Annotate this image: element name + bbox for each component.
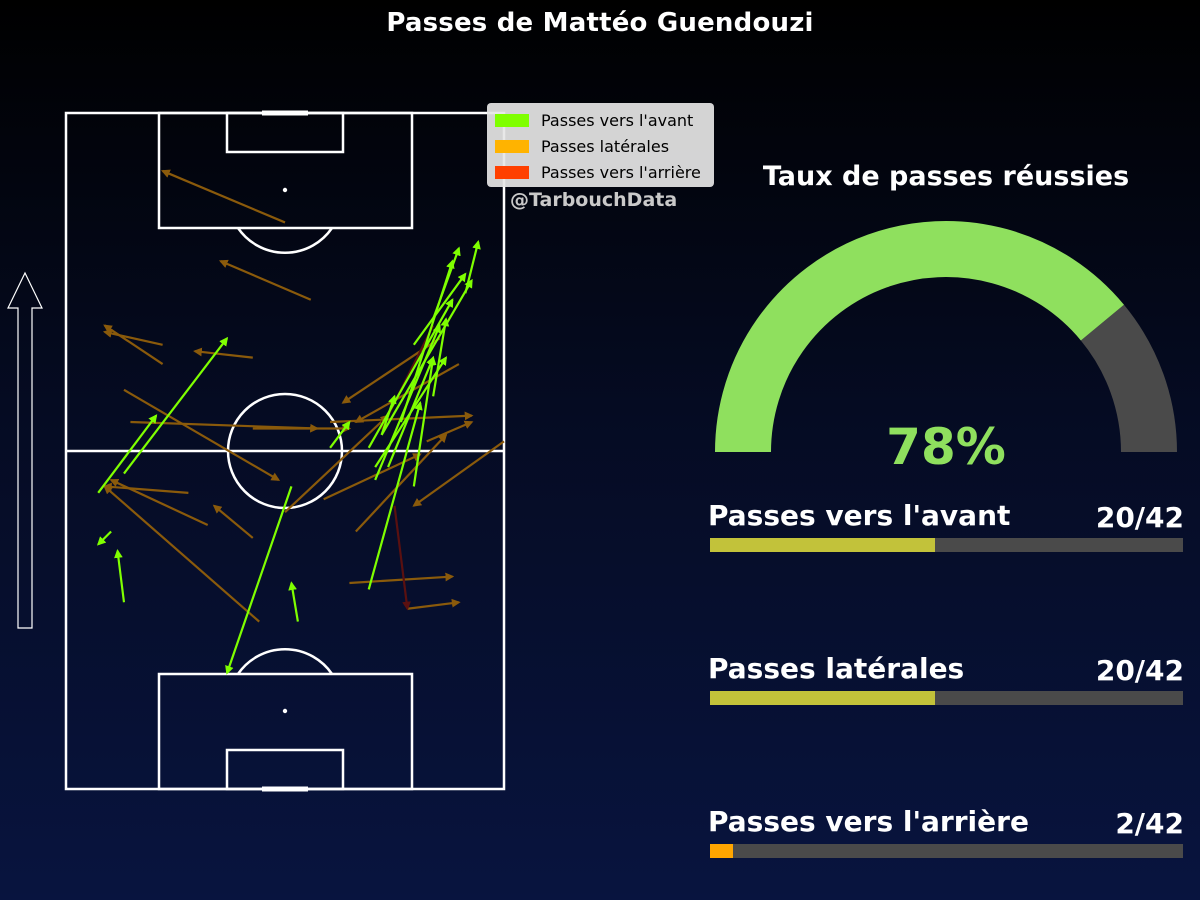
backward-pass-2 [393, 505, 411, 611]
forward-pass-10 [380, 278, 473, 436]
stat-backward-value: 2/42 [1115, 807, 1184, 840]
top-penalty-area [157, 111, 414, 230]
lateral-pass-16 [284, 414, 390, 513]
stat-forward-value: 20/42 [1095, 501, 1184, 534]
forward-pass-1 [225, 486, 293, 675]
legend-item-forward: Passes vers l'avant [495, 107, 714, 133]
stat-backward-label: Passes vers l'arrière [708, 805, 1029, 838]
legend-swatch-forward [495, 113, 529, 127]
legend-item-lateral: Passes latérales [495, 133, 714, 159]
lateral-pass-1 [160, 169, 286, 224]
credit-handle: @TarbouchData [510, 189, 678, 211]
gauge-title: Taux de passes réussies [762, 161, 1130, 192]
pass-map-pitch [7, 111, 505, 791]
stat-forward-label: Passes vers l'avant [708, 499, 1011, 532]
forward-pass-13 [367, 401, 423, 590]
legend: Passes vers l'avant Passes latérales Pas… [487, 103, 714, 187]
top-penalty-spot [282, 187, 288, 193]
forward-pass-3 [123, 336, 229, 475]
stat-backward-bar [710, 844, 1183, 858]
gauge-track [1080, 304, 1177, 453]
forward-pass-17 [432, 246, 461, 320]
forward-pass-14 [380, 394, 397, 436]
direction-arrow [7, 271, 43, 629]
lateral-pass-9 [109, 478, 209, 527]
forward-pass-7 [329, 420, 351, 449]
stat-lateral-bar-fill [710, 691, 936, 705]
lateral-pass-2 [218, 259, 312, 301]
top-penalty-arc [236, 227, 334, 254]
lateral-pass-17 [355, 433, 448, 533]
lateral-pass-20 [412, 440, 505, 507]
forward-pass-19 [374, 356, 447, 468]
stat-lateral-value: 20/42 [1095, 654, 1184, 687]
top-goal-area [225, 111, 345, 154]
legend-item-backward: Passes vers l'arrière [495, 159, 714, 185]
legend-label-backward: Passes vers l'arrière [541, 162, 701, 182]
forward-pass-15 [412, 272, 467, 346]
forward-pass-6 [288, 581, 299, 622]
legend-swatch-backward [495, 165, 529, 179]
forward-pass-4 [96, 530, 112, 546]
lateral-pass-8 [102, 482, 189, 494]
lateral-pass-18 [349, 572, 455, 585]
bottom-penalty-spot [282, 708, 288, 714]
forward-pass-20 [432, 317, 450, 397]
lateral-pass-6 [123, 388, 281, 481]
success-rate-gauge [715, 221, 1177, 453]
legend-label-lateral: Passes latérales [541, 136, 670, 156]
lateral-pass-3 [103, 324, 164, 366]
backward-passes-series [380, 324, 435, 611]
forward-pass-16 [464, 240, 481, 294]
forward-pass-5 [114, 549, 126, 603]
lateral-pass-19 [407, 598, 461, 610]
forward-passes-series [96, 240, 481, 675]
gauge-value: 78% [886, 418, 1006, 476]
stat-lateral-bar [710, 691, 1183, 705]
legend-label-forward: Passes vers l'avant [541, 110, 694, 130]
bottom-penalty-arc [236, 648, 334, 675]
lateral-pass-12 [354, 363, 460, 423]
stat-backward-bar-fill [710, 844, 733, 858]
lateral-pass-22 [103, 485, 260, 623]
lateral-pass-4 [102, 329, 163, 346]
gauge-fill [715, 221, 1124, 453]
legend-swatch-lateral [495, 139, 529, 153]
stat-forward-bar [710, 538, 1183, 552]
forward-pass-18 [412, 355, 437, 487]
bottom-goal-area [225, 748, 345, 791]
lateral-pass-14 [426, 420, 474, 443]
bottom-penalty-area [157, 672, 414, 791]
lateral-passes-series [102, 169, 505, 623]
stat-forward-bar-fill [710, 538, 936, 552]
forward-pass-2 [97, 414, 158, 494]
stat-lateral-label: Passes latérales [708, 652, 965, 685]
chart-title: Passes de Mattéo Guendouzi [386, 8, 814, 38]
lateral-pass-10 [212, 504, 254, 539]
lateral-pass-5 [193, 347, 253, 359]
